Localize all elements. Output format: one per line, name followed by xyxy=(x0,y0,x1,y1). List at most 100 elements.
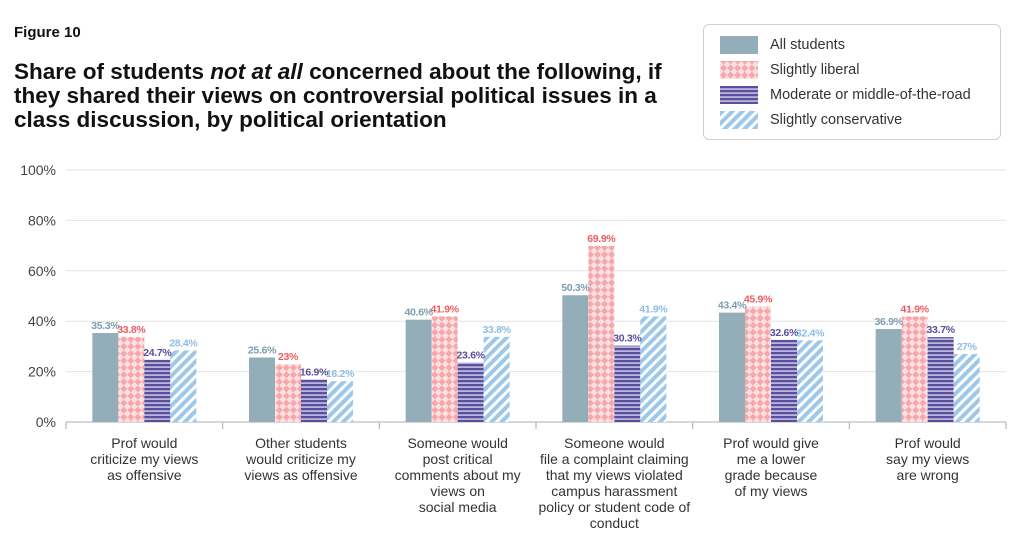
bar xyxy=(483,336,510,422)
category-label: Prof would give xyxy=(723,435,819,451)
bar xyxy=(92,333,119,422)
category-label: of my views xyxy=(734,483,807,499)
legend: All students Slightly liberal Moderate or … xyxy=(703,24,1001,140)
category-label: Other students xyxy=(255,435,347,451)
data-label: 27% xyxy=(957,341,978,353)
bar xyxy=(875,329,902,422)
bar xyxy=(771,339,797,422)
bar xyxy=(588,245,615,422)
data-label: 16.2% xyxy=(326,368,355,380)
bar xyxy=(797,340,823,422)
bar xyxy=(170,350,197,422)
data-label: 36.9% xyxy=(875,316,904,328)
bars-layer xyxy=(92,245,980,422)
legend-label: Moderate or middle-of-the-road xyxy=(770,87,971,103)
bar xyxy=(614,345,641,422)
bar xyxy=(953,353,980,422)
legend-swatch-fill xyxy=(720,86,758,104)
data-label: 30.3% xyxy=(613,333,642,345)
title-start: Share of students xyxy=(14,59,211,84)
category-label: file a complaint claiming xyxy=(540,451,689,467)
data-label: 23.6% xyxy=(457,350,486,362)
category-label: grade because xyxy=(725,467,818,483)
data-label: 40.6% xyxy=(405,307,434,319)
data-label: 41.9% xyxy=(639,303,668,315)
bar xyxy=(745,306,771,422)
bar xyxy=(562,295,589,422)
value-labels-layer: 35.3%33.8%24.7%28.4%25.6%23%16.9%16.2%40… xyxy=(91,233,978,380)
y-tick-label: 40% xyxy=(28,313,56,329)
data-label: 41.9% xyxy=(431,303,460,315)
bar xyxy=(275,364,301,422)
figure-label: Figure 10 xyxy=(14,24,81,41)
y-tick-label: 0% xyxy=(36,414,56,430)
data-label: 69.9% xyxy=(587,233,616,245)
data-label: 35.3% xyxy=(91,320,120,332)
category-label: social media xyxy=(419,499,497,515)
bar xyxy=(927,337,954,422)
category-label: comments about my xyxy=(395,467,521,483)
legend-item: Slightly conservative xyxy=(720,110,902,130)
bar xyxy=(118,336,145,422)
data-label: 45.9% xyxy=(744,293,773,305)
category-label: that my views violated xyxy=(546,467,683,483)
legend-item: All students xyxy=(720,35,845,55)
y-tick-label: 100% xyxy=(20,162,56,178)
category-label: criticize my views xyxy=(90,451,198,467)
bar xyxy=(327,381,353,422)
legend-swatch-fill xyxy=(720,61,758,79)
category-label: campus harassment xyxy=(551,483,677,499)
legend-swatch xyxy=(720,111,758,129)
category-label: Prof would xyxy=(895,435,961,451)
category-label: conduct xyxy=(590,515,639,531)
category-label: Someone would xyxy=(407,435,507,451)
bar xyxy=(457,362,484,422)
data-label: 32.6% xyxy=(770,327,799,339)
y-tick-label: 60% xyxy=(28,263,56,279)
data-label: 23% xyxy=(278,351,299,363)
category-label: as offensive xyxy=(107,467,182,483)
data-label: 43.4% xyxy=(718,300,747,312)
bar xyxy=(901,316,928,422)
category-label: Someone would xyxy=(564,435,664,451)
legend-swatch xyxy=(720,36,758,54)
y-tick-label: 80% xyxy=(28,212,56,228)
data-label: 32.4% xyxy=(796,327,825,339)
category-label: views as offensive xyxy=(244,467,358,483)
data-label: 41.9% xyxy=(901,303,930,315)
title-emphasis: not at all xyxy=(210,59,303,84)
category-label: post critical xyxy=(423,451,493,467)
category-label: would criticize my xyxy=(245,451,356,467)
category-label: views on xyxy=(430,483,484,499)
grid-layer: 0% 20% 40% 60% 80% 100% xyxy=(20,162,1007,430)
chart-title: Share of students not at all concerned a… xyxy=(14,60,704,132)
y-tick-label: 20% xyxy=(28,364,56,380)
data-label: 33.8% xyxy=(483,324,512,336)
category-label: Prof would xyxy=(111,435,177,451)
bar xyxy=(431,316,458,422)
bar xyxy=(144,359,171,422)
legend-label: Slightly conservative xyxy=(770,112,903,128)
title-end: concerned about the following, if they s… xyxy=(14,59,662,132)
legend-label: Slightly liberal xyxy=(770,62,860,78)
bar xyxy=(640,316,667,422)
legend-swatch-fill xyxy=(720,111,758,129)
legend-item: Moderate or middle-of-the-road xyxy=(720,85,971,105)
category-label: are wrong xyxy=(897,467,959,483)
bar xyxy=(301,379,327,422)
legend-label: All students xyxy=(770,37,845,53)
data-label: 33.8% xyxy=(117,324,146,336)
data-label: 25.6% xyxy=(248,344,277,356)
category-label: say my views xyxy=(886,451,969,467)
data-label: 28.4% xyxy=(169,337,198,349)
bar xyxy=(249,357,275,422)
legend-item: Slightly liberal xyxy=(720,60,859,80)
legend-swatch xyxy=(720,86,758,104)
data-label: 33.7% xyxy=(927,324,956,336)
data-label: 16.9% xyxy=(300,366,329,378)
bar xyxy=(719,312,745,422)
legend-swatch-fill xyxy=(720,36,758,54)
category-label: policy or student code of xyxy=(538,499,690,515)
